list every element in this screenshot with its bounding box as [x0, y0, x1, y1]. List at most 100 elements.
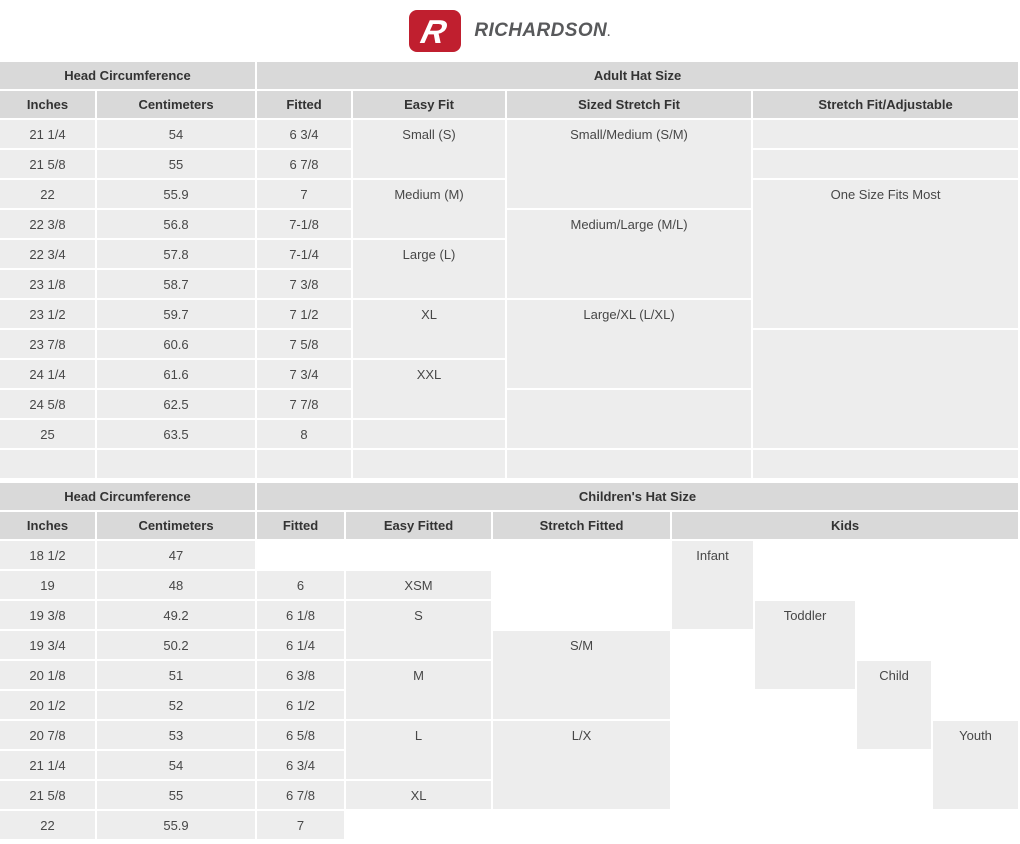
- table-cell: 6 1/2: [257, 691, 347, 721]
- table-cell: 55.9: [97, 180, 258, 210]
- brand-wordmark: RICHARDSON.: [474, 20, 610, 42]
- table-cell: 23 1/8: [0, 270, 97, 300]
- adult-hat-size-column-header-row: Inches Centimeters Fitted Easy Fit Sized Str…: [0, 91, 1020, 120]
- table-cell: [493, 811, 673, 841]
- table-cell: [857, 781, 934, 811]
- table-cell: 50.2: [97, 631, 258, 661]
- adult-hat-size-row-8: 23 7/8 60.6 7 5/8: [0, 330, 1020, 450]
- table-cell: Small/Medium (S/M): [507, 120, 754, 210]
- table-cell: 56.8: [97, 210, 258, 240]
- table-cell: 7-1/4: [257, 240, 354, 270]
- group-header-adult-hat-size: Adult Hat Size: [257, 62, 1020, 91]
- column-header-stretch-fit-adjustable: Stretch Fit/Adjustable: [753, 91, 1020, 120]
- table-cell: [493, 601, 673, 631]
- table-cell: 24 5/8: [0, 390, 97, 420]
- column-header-stretch-fitted: Stretch Fitted: [493, 512, 673, 541]
- table-cell: Infant: [672, 541, 756, 631]
- table-cell: [857, 751, 934, 781]
- adult-hat-size-row-10: 24 5/8 62.5 7 7/8: [0, 390, 1020, 450]
- table-cell: 6 3/4: [257, 751, 347, 781]
- table-cell: 24 1/4: [0, 360, 97, 390]
- childrens-hat-size-row-7: 20 7/8 53 6 5/8 L L/X Youth: [0, 721, 1020, 811]
- table-cell: [755, 751, 858, 781]
- table-cell: 22 3/8: [0, 210, 97, 240]
- table-cell: 6 5/8: [257, 721, 347, 751]
- adult-hat-size-row-11: 25 63.5 8: [0, 420, 1020, 450]
- table-cell: XSM: [346, 571, 494, 601]
- table-cell: 21 1/4: [0, 751, 97, 781]
- table-cell: 49.2: [97, 601, 258, 631]
- brand-name: RICHARDSON: [474, 20, 608, 41]
- table-cell: [507, 450, 754, 480]
- table-cell: [672, 781, 756, 811]
- table-cell: 21 1/4: [0, 120, 97, 150]
- column-header-fitted: Fitted: [257, 512, 347, 541]
- table-cell: [755, 541, 858, 571]
- table-cell: 19 3/4: [0, 631, 97, 661]
- table-cell: [933, 571, 1020, 601]
- table-cell: [257, 450, 354, 480]
- adult-hat-size-row-3: 22 55.9 7 Medium (M) One Size Fits Most: [0, 180, 1020, 330]
- table-cell: [672, 691, 756, 721]
- column-header-inches: Inches: [0, 91, 97, 120]
- table-cell: 6 3/8: [257, 661, 347, 691]
- table-cell: [933, 661, 1020, 691]
- childrens-hat-size-row-2: 19 48 6 XSM: [0, 571, 1020, 601]
- table-cell: [933, 601, 1020, 631]
- table-cell: 54: [97, 120, 258, 150]
- table-cell: 7: [257, 180, 354, 210]
- table-cell: One Size Fits Most: [753, 180, 1020, 330]
- table-cell: 6 1/8: [257, 601, 347, 631]
- table-cell: 8: [257, 420, 354, 450]
- table-cell: 55: [97, 150, 258, 180]
- childrens-hat-size-column-header-row: Inches Centimeters Fitted Easy Fitted Stretc…: [0, 512, 1020, 541]
- adult-hat-size-row-6: 23 1/8 58.7 7 3/8: [0, 270, 1020, 300]
- table-cell: 20 7/8: [0, 721, 97, 751]
- table-cell: [933, 631, 1020, 661]
- table-cell: Medium/Large (M/L): [507, 210, 754, 300]
- table-cell: [755, 811, 858, 841]
- table-cell: [507, 390, 754, 450]
- table-cell: 7-1/8: [257, 210, 354, 240]
- childrens-hat-size-row-5: 20 1/8 51 6 3/8 M Child: [0, 661, 1020, 751]
- table-cell: Youth: [933, 721, 1020, 811]
- childrens-hat-size-group-header-row: Head Circumference Children's Hat Size: [0, 483, 1020, 512]
- richardson-logo-icon: R: [409, 10, 462, 52]
- table-cell: 7 1/2: [257, 300, 354, 330]
- adult-hat-size-row-9: 24 1/4 61.6 7 3/4 XXL: [0, 360, 1020, 420]
- table-cell: 6 3/4: [257, 120, 354, 150]
- table-cell: [755, 571, 858, 601]
- table-cell: [933, 691, 1020, 721]
- adult-hat-size-row-1: 21 1/4 54 6 3/4 Small (S) Small/Medium (S/M): [0, 120, 1020, 210]
- table-cell: [672, 721, 756, 751]
- table-cell: 21 5/8: [0, 150, 97, 180]
- table-cell: 58.7: [97, 270, 258, 300]
- table-cell: [672, 631, 756, 661]
- table-cell: L/X: [493, 721, 673, 811]
- table-cell: 51: [97, 661, 258, 691]
- table-cell: 20 1/8: [0, 661, 97, 691]
- table-cell: 7 7/8: [257, 390, 354, 420]
- table-cell: 62.5: [97, 390, 258, 420]
- table-cell: 22 3/4: [0, 240, 97, 270]
- table-cell: 22: [0, 180, 97, 210]
- adult-hat-size-row-12: [0, 450, 1020, 480]
- childrens-hat-size-row-4: 19 3/4 50.2 6 1/4 S/M: [0, 631, 1020, 721]
- column-header-centimeters: Centimeters: [97, 512, 258, 541]
- adult-hat-size-row-5: 22 3/4 57.8 7-1/4 Large (L): [0, 240, 1020, 300]
- table-cell: 60.6: [97, 330, 258, 360]
- table-cell: XXL: [353, 360, 508, 420]
- table-cell: L: [346, 721, 494, 781]
- table-cell: 7: [257, 811, 347, 841]
- table-cell: [493, 571, 673, 601]
- column-header-kids: Kids: [672, 512, 1020, 541]
- childrens-hat-size-row-9: 21 5/8 55 6 7/8 XL: [0, 781, 1020, 811]
- table-cell: 7 3/8: [257, 270, 354, 300]
- table-cell: [672, 751, 756, 781]
- table-cell: M: [346, 661, 494, 721]
- table-cell: 57.8: [97, 240, 258, 270]
- table-cell: [755, 691, 858, 721]
- adult-hat-size-row-4: 22 3/8 56.8 7-1/8 Medium/Large (M/L): [0, 210, 1020, 300]
- table-cell: 19 3/8: [0, 601, 97, 631]
- table-cell: [672, 811, 756, 841]
